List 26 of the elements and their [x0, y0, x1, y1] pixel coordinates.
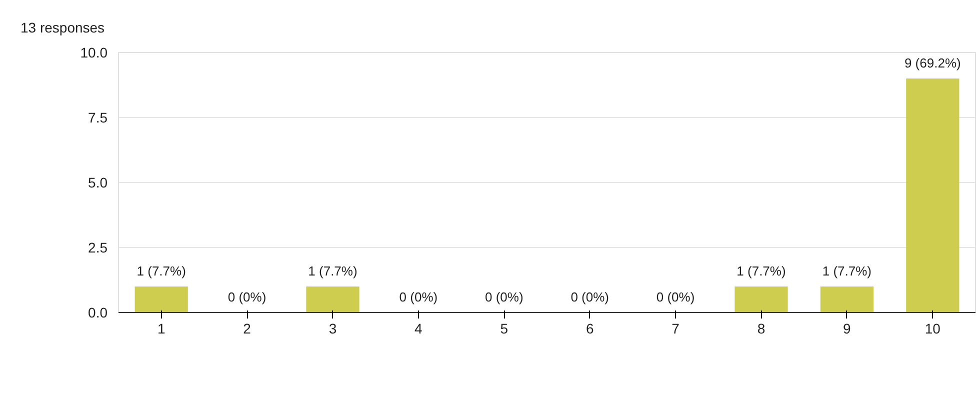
y-tick-label: 2.5: [88, 240, 108, 256]
x-tick-label: 3: [328, 320, 337, 336]
data-label: 0 (0%): [399, 290, 438, 304]
data-label: 1 (7.7%): [736, 264, 786, 278]
x-tick-label: 7: [672, 320, 680, 336]
data-label: 9 (69.2%): [904, 56, 961, 70]
x-tick-label: 4: [414, 320, 423, 336]
data-label: 0 (0%): [485, 290, 524, 304]
x-tick-label: 5: [500, 320, 508, 336]
data-label: 1 (7.7%): [136, 264, 186, 278]
data-label: 0 (0%): [570, 290, 609, 304]
y-tick-label: 0.0: [88, 304, 108, 320]
x-tick-label: 2: [243, 320, 252, 336]
x-tick-label: 10: [924, 320, 941, 336]
data-label: 0 (0%): [656, 290, 695, 304]
x-tick-label: 9: [843, 320, 852, 336]
x-tick-label: 6: [586, 320, 594, 336]
x-tick-label: 8: [757, 320, 766, 336]
y-tick-label: 5.0: [88, 174, 108, 190]
data-label: 1 (7.7%): [822, 264, 872, 278]
x-tick-label: 1: [157, 320, 166, 336]
data-label: 0 (0%): [228, 290, 266, 304]
data-label: 1 (7.7%): [308, 264, 358, 278]
chart-title: 13 responses: [20, 20, 105, 36]
y-tick-label: 10.0: [80, 44, 108, 60]
y-tick-label: 7.5: [88, 110, 108, 126]
